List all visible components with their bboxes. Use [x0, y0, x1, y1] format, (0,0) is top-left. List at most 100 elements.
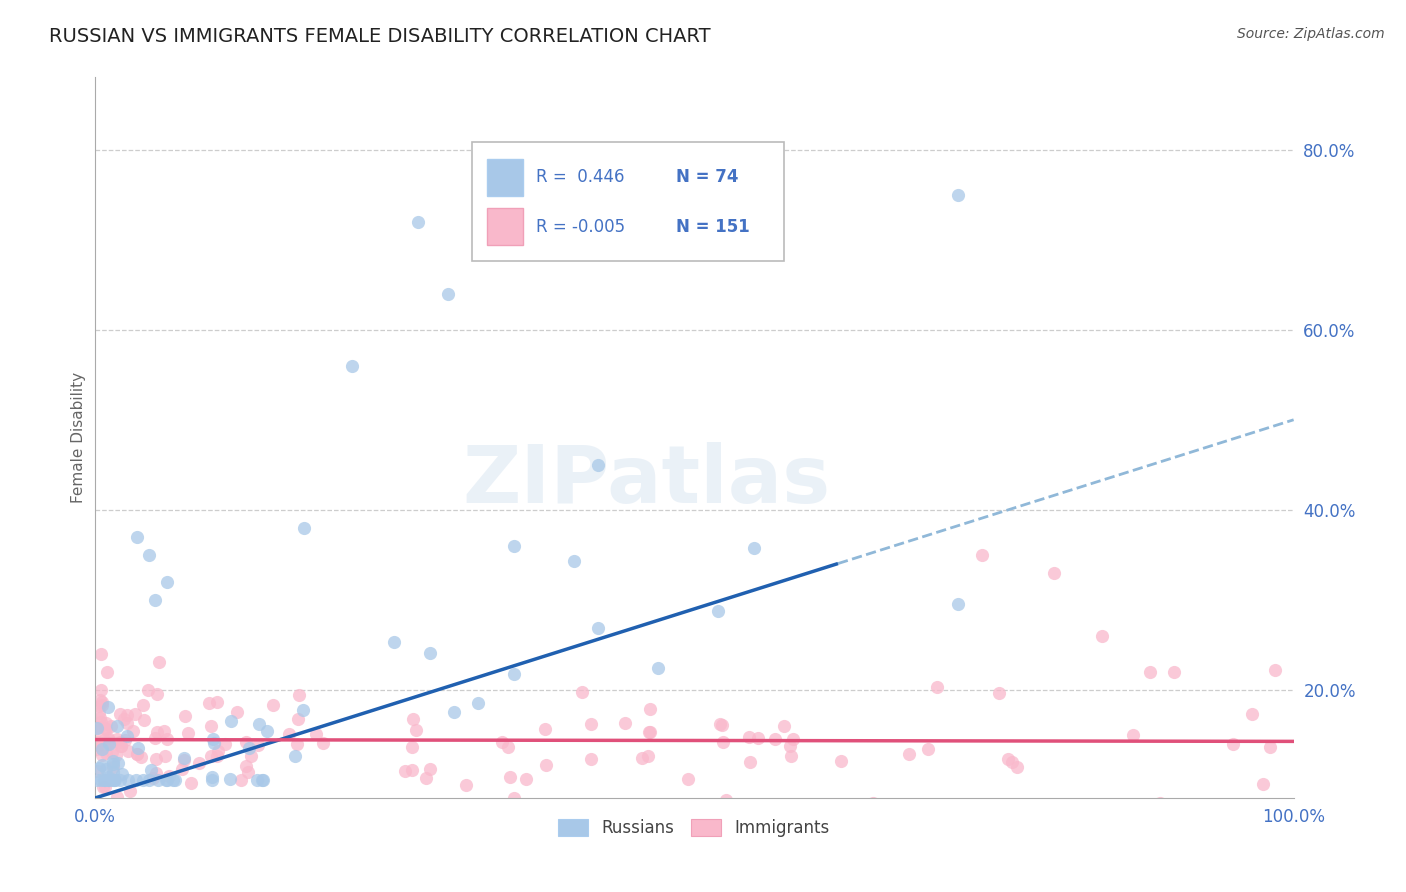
- Point: [141, 764, 163, 778]
- Point: [1222, 737, 1244, 751]
- FancyBboxPatch shape: [486, 159, 523, 196]
- Point: [86, 742, 108, 756]
- Point: [238, 740, 260, 755]
- Point: [91, 741, 114, 756]
- Point: [586, 622, 609, 636]
- Point: [779, 748, 801, 763]
- Point: [711, 735, 734, 749]
- Point: [152, 724, 174, 739]
- Point: [247, 738, 270, 752]
- Point: [1122, 728, 1144, 742]
- Point: [105, 719, 128, 733]
- Point: [86, 773, 108, 788]
- Point: [305, 727, 328, 741]
- Point: [287, 712, 309, 726]
- Point: [269, 827, 291, 841]
- Point: [1264, 663, 1286, 677]
- Point: [86, 737, 108, 751]
- Point: [1163, 665, 1185, 679]
- Point: [97, 773, 120, 788]
- Point: [97, 733, 120, 747]
- Point: [170, 763, 193, 777]
- Point: [638, 725, 661, 739]
- Point: [579, 717, 602, 731]
- Point: [105, 747, 128, 762]
- Point: [285, 737, 308, 751]
- Point: [127, 747, 149, 761]
- Point: [415, 772, 437, 786]
- Point: [562, 554, 585, 568]
- Point: [202, 731, 225, 746]
- Point: [250, 773, 273, 788]
- Point: [136, 683, 159, 698]
- Point: [101, 745, 124, 759]
- Point: [779, 739, 801, 753]
- Point: [235, 758, 257, 772]
- Point: [1241, 707, 1264, 722]
- Point: [115, 715, 138, 730]
- Point: [491, 734, 513, 748]
- Point: [87, 761, 110, 775]
- Point: [676, 772, 699, 787]
- Point: [138, 773, 160, 788]
- Y-axis label: Female Disability: Female Disability: [72, 372, 86, 503]
- Point: [111, 766, 134, 780]
- Point: [97, 770, 120, 784]
- Point: [467, 696, 489, 710]
- Point: [97, 737, 120, 751]
- Point: [579, 752, 602, 766]
- Point: [146, 687, 169, 701]
- Point: [103, 773, 125, 788]
- Point: [782, 731, 804, 746]
- Point: [180, 775, 202, 789]
- Point: [145, 766, 167, 780]
- Point: [89, 706, 111, 721]
- Point: [156, 773, 179, 788]
- Point: [997, 752, 1019, 766]
- Point: [162, 773, 184, 788]
- Point: [86, 738, 108, 752]
- Point: [401, 740, 423, 755]
- Point: [205, 695, 228, 709]
- Point: [96, 665, 118, 679]
- Point: [742, 541, 765, 556]
- Point: [153, 748, 176, 763]
- Point: [419, 762, 441, 776]
- Point: [738, 731, 761, 745]
- Point: [405, 723, 427, 737]
- Point: [1007, 759, 1029, 773]
- Point: [498, 739, 520, 754]
- Point: [91, 780, 114, 795]
- Point: [897, 747, 920, 761]
- Point: [571, 685, 593, 699]
- Point: [118, 784, 141, 798]
- Point: [202, 736, 225, 750]
- Point: [108, 707, 131, 722]
- Point: [401, 764, 423, 778]
- Point: [91, 698, 114, 712]
- Point: [437, 286, 460, 301]
- Point: [112, 712, 135, 726]
- Point: [173, 751, 195, 765]
- Text: N = 74: N = 74: [676, 168, 738, 186]
- Point: [138, 548, 160, 562]
- Point: [105, 732, 128, 747]
- Point: [86, 764, 108, 779]
- Point: [946, 597, 969, 611]
- Point: [129, 750, 152, 764]
- Point: [104, 773, 127, 788]
- Text: R =  0.446: R = 0.446: [536, 168, 624, 186]
- Point: [86, 724, 108, 739]
- Point: [408, 214, 430, 228]
- Point: [87, 720, 110, 734]
- Point: [623, 809, 645, 823]
- Point: [132, 698, 155, 713]
- Point: [117, 744, 139, 758]
- Point: [94, 723, 117, 737]
- Point: [94, 746, 117, 760]
- Point: [533, 722, 555, 736]
- Text: N = 151: N = 151: [676, 218, 749, 235]
- Text: RUSSIAN VS IMMIGRANTS FEMALE DISABILITY CORRELATION CHART: RUSSIAN VS IMMIGRANTS FEMALE DISABILITY …: [49, 27, 711, 45]
- Text: ZIPatlas: ZIPatlas: [463, 442, 831, 520]
- Point: [86, 795, 108, 809]
